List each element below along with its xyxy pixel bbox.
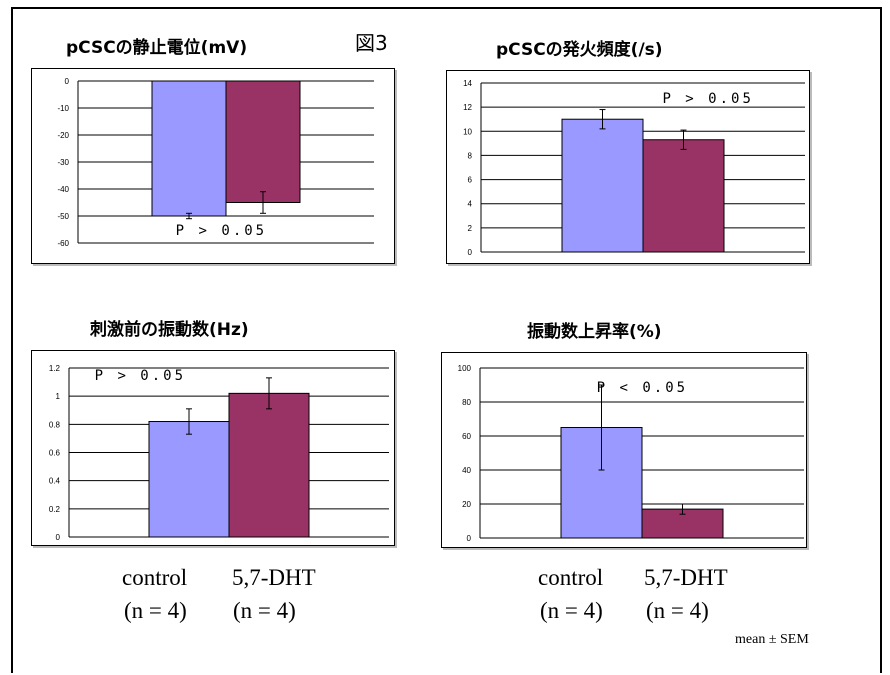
- y-tick-label: 100: [458, 364, 472, 373]
- y-tick-label: -30: [57, 158, 69, 167]
- chart-title-resting-potential: pCSCの静止電位(mV): [66, 38, 248, 58]
- y-tick-label: 1: [56, 392, 61, 401]
- group-label-control-right: control: [538, 565, 604, 590]
- p-value-annotation: P > 0.05: [176, 223, 267, 239]
- group-label-dht-right: 5,7-DHT: [644, 565, 728, 590]
- bar-dht: [642, 139, 725, 253]
- group-n-dht-left: (n = 4): [233, 598, 296, 623]
- chart-resting-potential: 0 -10 -20 -30 -40 -50 -60 P > 0.05: [57, 77, 374, 248]
- slide-frame: [11, 7, 882, 673]
- chart-firing-frequency: 0 2 4 6 8 10 12 14 P > 0.05: [463, 79, 805, 257]
- y-tick-label: -60: [57, 239, 69, 248]
- p-value-annotation: P < 0.05: [597, 380, 688, 396]
- y-tick-label: 0: [467, 534, 472, 543]
- y-tick-label: -20: [57, 131, 69, 140]
- chart-title-prestim-frequency: 刺激前の振動数(Hz): [90, 320, 249, 340]
- y-tick-label: 0: [56, 533, 61, 542]
- y-tick-label: 0.4: [49, 477, 61, 486]
- chart-title-firing-frequency: pCSCの発火頻度(/s): [496, 40, 663, 60]
- group-n-control-left: (n = 4): [124, 598, 187, 623]
- y-tick-label: 8: [468, 151, 473, 160]
- y-tick-label: 4: [468, 200, 473, 209]
- group-n-dht-right: (n = 4): [646, 598, 709, 623]
- y-tick-label: 0: [468, 248, 473, 257]
- y-tick-label: 0.6: [49, 449, 61, 458]
- chart-prestim-frequency: 0 0.2 0.4 0.6 0.8 1 1.2 P > 0.05: [49, 364, 389, 542]
- y-tick-label: 60: [462, 432, 471, 441]
- group-label-dht-left: 5,7-DHT: [232, 565, 316, 590]
- chart-frequency-increase: 0 20 40 60 80 100 P < 0.05: [458, 364, 804, 543]
- y-tick-label: -10: [57, 104, 69, 113]
- bar-control: [151, 80, 227, 217]
- chart-title-frequency-increase: 振動数上昇率(%): [527, 322, 662, 342]
- y-tick-label: 6: [468, 176, 473, 185]
- p-value-annotation: P > 0.05: [95, 368, 186, 384]
- y-tick-label: 20: [462, 500, 471, 509]
- chart-box-resting-potential: 0 -10 -20 -30 -40 -50 -60 P > 0.05: [31, 68, 395, 264]
- y-tick-label: -50: [57, 212, 69, 221]
- y-tick-label: 0.2: [49, 505, 61, 514]
- bar-dht: [225, 80, 301, 203]
- bar-control: [148, 421, 230, 538]
- y-tick-label: 1.2: [49, 364, 61, 373]
- mean-sem-note: mean ± SEM: [735, 632, 809, 647]
- y-tick-label: 12: [463, 103, 472, 112]
- y-tick-label: 80: [462, 398, 471, 407]
- p-value-annotation: P > 0.05: [662, 91, 753, 107]
- y-tick-label: 0: [65, 77, 70, 86]
- group-label-control-left: control: [122, 565, 188, 590]
- y-tick-label: 10: [463, 127, 472, 136]
- chart-box-prestim-frequency: 0 0.2 0.4 0.6 0.8 1 1.2 P > 0.05: [31, 350, 395, 546]
- bar-dht: [228, 392, 310, 538]
- chart-box-firing-frequency: 0 2 4 6 8 10 12 14 P > 0.05: [446, 70, 810, 264]
- bar-control: [561, 118, 644, 253]
- figure-label: 図3: [355, 31, 388, 55]
- y-tick-label: 2: [468, 224, 473, 233]
- group-n-control-right: (n = 4): [540, 598, 603, 623]
- y-tick-label: 0.8: [49, 420, 61, 429]
- y-tick-label: 40: [462, 466, 471, 475]
- y-tick-label: -40: [57, 185, 69, 194]
- chart-box-frequency-increase: 0 20 40 60 80 100 P < 0.05: [441, 352, 807, 548]
- y-tick-label: 14: [463, 79, 472, 88]
